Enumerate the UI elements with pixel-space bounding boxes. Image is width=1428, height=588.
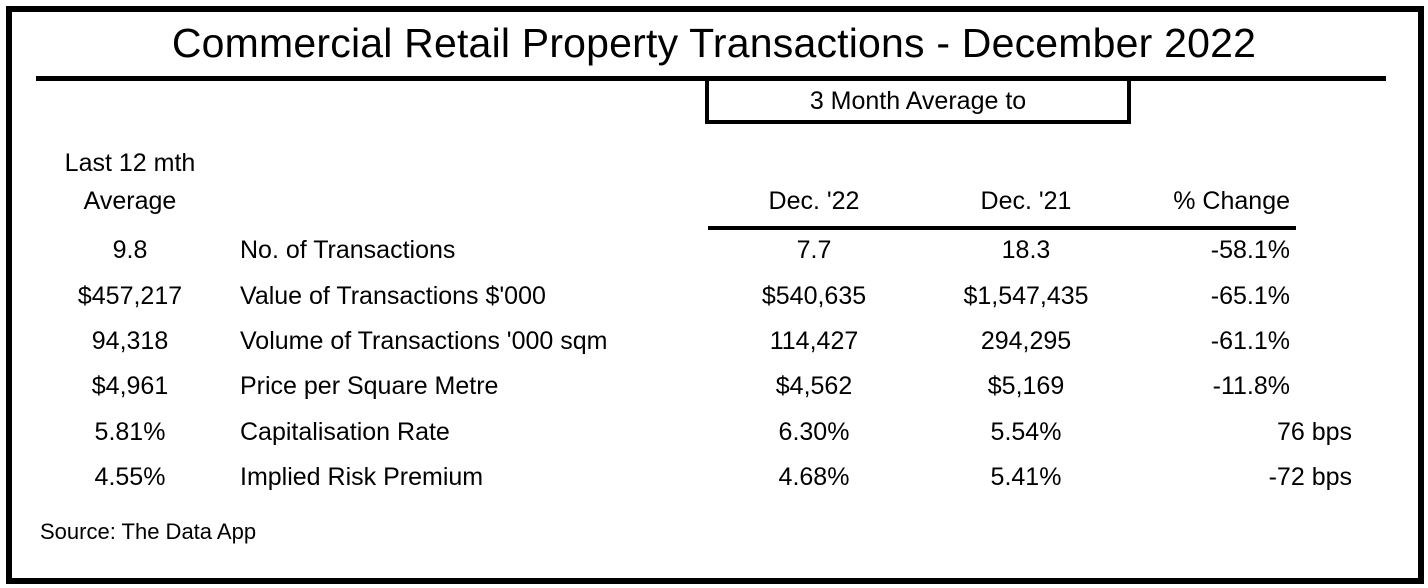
column-header-dec21: Dec. '21 — [980, 187, 1072, 215]
column-header-last12-line2: Average — [83, 187, 177, 215]
row-dec21: $1,547,435 — [963, 282, 1089, 310]
row-label: No. of Transactions — [240, 236, 456, 264]
row-dec22: 7.7 — [796, 236, 832, 264]
row-last12: 9.8 — [112, 236, 148, 264]
row-dec21: 294,295 — [980, 327, 1072, 355]
row-change: -61.1% — [1210, 327, 1290, 355]
row-dec22: $4,562 — [775, 372, 853, 400]
row-label: Volume of Transactions '000 sqm — [240, 327, 608, 355]
row-dec21: 5.41% — [990, 463, 1062, 491]
header-divider — [708, 226, 1296, 230]
row-dec21: $5,169 — [987, 372, 1065, 400]
column-header-change: % Change — [1173, 187, 1290, 215]
three-month-average-header: 3 Month Average to — [705, 81, 1131, 124]
row-dec22: 114,427 — [769, 327, 859, 355]
row-dec21: 5.54% — [990, 418, 1062, 446]
row-last12: 5.81% — [94, 418, 166, 446]
column-header-dec22: Dec. '22 — [768, 187, 860, 215]
row-change: -72 bps — [1268, 463, 1352, 491]
title-divider — [36, 76, 1386, 81]
row-dec22: 4.68% — [778, 463, 850, 491]
page-title: Commercial Retail Property Transactions … — [171, 20, 1257, 66]
table-frame — [6, 6, 1424, 584]
row-last12: 94,318 — [91, 327, 169, 355]
row-label: Value of Transactions $'000 — [240, 282, 546, 310]
row-change: -65.1% — [1210, 282, 1290, 310]
source-note: Source: The Data App — [40, 519, 257, 544]
row-last12: $4,961 — [91, 372, 169, 400]
row-change: 76 bps — [1276, 418, 1352, 446]
row-dec22: $540,635 — [761, 282, 867, 310]
row-label: Implied Risk Premium — [240, 463, 484, 491]
row-label: Capitalisation Rate — [240, 418, 450, 446]
row-change: -11.8% — [1212, 372, 1290, 400]
row-last12: $457,217 — [77, 282, 183, 310]
row-change: -58.1% — [1210, 236, 1290, 264]
row-label: Price per Square Metre — [240, 372, 499, 400]
column-header-last12-line1: Last 12 mth — [64, 149, 196, 177]
row-last12: 4.55% — [94, 463, 166, 491]
row-dec22: 6.30% — [778, 418, 850, 446]
row-dec21: 18.3 — [1001, 236, 1051, 264]
